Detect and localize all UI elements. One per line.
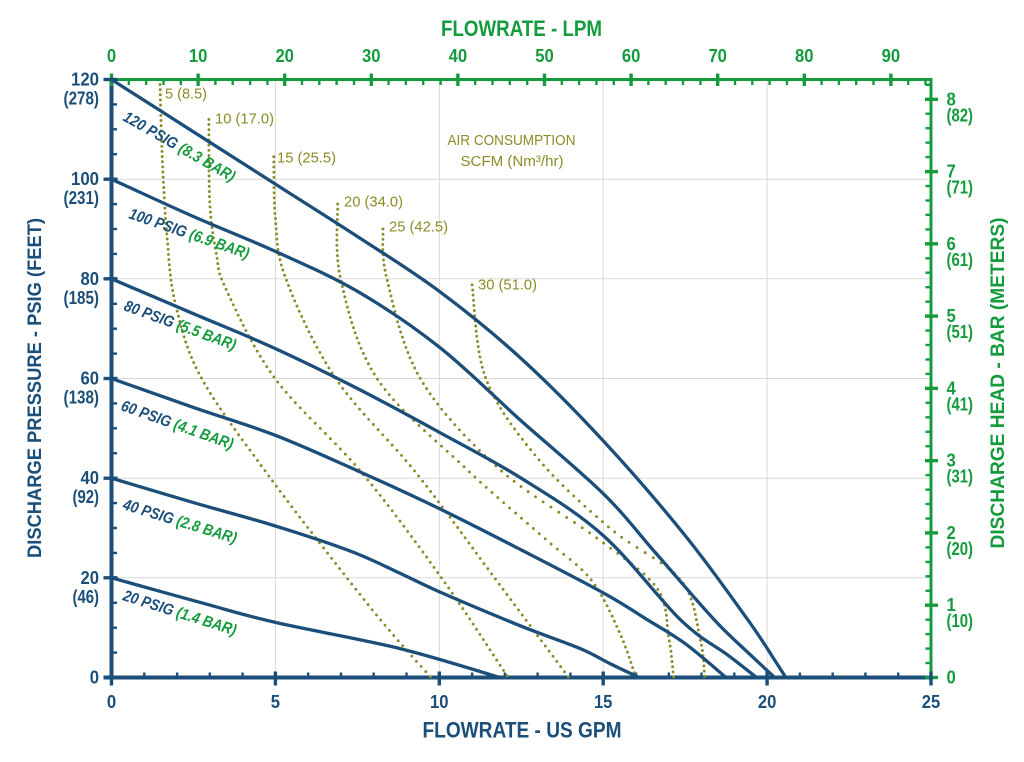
svg-text:2: 2 [947,523,956,543]
svg-text:(20): (20) [947,539,974,559]
svg-text:0: 0 [107,692,116,712]
svg-text:30: 30 [362,46,381,66]
svg-text:90: 90 [882,46,901,66]
svg-text:(278): (278) [64,89,100,109]
svg-text:(138): (138) [64,388,100,408]
svg-text:20: 20 [758,692,777,712]
svg-text:70: 70 [708,46,727,66]
svg-text:10: 10 [430,692,449,712]
svg-text:(231): (231) [64,188,100,208]
svg-text:(31): (31) [947,467,974,487]
svg-text:0: 0 [107,46,116,66]
svg-text:20 (34.0): 20 (34.0) [344,194,403,211]
svg-text:20: 20 [81,568,100,588]
svg-text:6: 6 [947,234,956,254]
svg-text:0: 0 [947,668,956,688]
svg-text:15: 15 [594,692,613,712]
svg-text:4: 4 [947,378,956,398]
svg-text:AIR CONSUMPTION: AIR CONSUMPTION [448,132,576,149]
svg-text:FLOWRATE - LPM: FLOWRATE - LPM [441,16,602,41]
svg-text:5: 5 [271,692,280,712]
svg-text:50: 50 [535,46,554,66]
svg-text:1: 1 [947,595,956,615]
svg-text:40: 40 [81,468,100,488]
svg-text:(185): (185) [64,288,100,308]
svg-text:(46): (46) [73,587,100,607]
svg-text:7: 7 [947,162,956,182]
svg-text:40: 40 [449,46,468,66]
svg-text:100: 100 [71,169,99,189]
svg-text:(71): (71) [947,178,974,198]
svg-text:30 (51.0): 30 (51.0) [478,277,537,294]
svg-text:(92): (92) [73,487,100,507]
svg-text:FLOWRATE - US GPM: FLOWRATE - US GPM [423,718,622,743]
svg-text:120: 120 [71,70,99,90]
svg-text:10: 10 [189,46,208,66]
svg-text:(10): (10) [947,611,974,631]
svg-text:80: 80 [81,269,100,289]
svg-text:SCFM (Nm³/hr): SCFM (Nm³/hr) [461,153,564,170]
svg-text:25: 25 [922,692,941,712]
svg-text:DISCHARGE HEAD - BAR (METERS): DISCHARGE HEAD - BAR (METERS) [988,217,1009,548]
svg-text:(82): (82) [947,105,974,125]
svg-text:(51): (51) [947,322,974,342]
svg-text:0: 0 [90,668,99,688]
svg-text:(41): (41) [947,394,974,414]
svg-text:60: 60 [622,46,641,66]
svg-text:15 (25.5): 15 (25.5) [277,150,336,167]
svg-text:8: 8 [947,89,956,109]
svg-text:80: 80 [795,46,814,66]
svg-text:20: 20 [275,46,294,66]
svg-text:3: 3 [947,451,956,471]
svg-text:25 (42.5): 25 (42.5) [389,219,448,236]
svg-text:DISCHARGE PRESSURE - PSIG (F: DISCHARGE PRESSURE - PSIG (FEET) [25,218,46,558]
svg-text:5 (8.5): 5 (8.5) [165,86,207,103]
svg-text:60: 60 [81,369,100,389]
svg-text:10 (17.0): 10 (17.0) [215,111,274,128]
svg-text:(61): (61) [947,250,974,270]
svg-text:5: 5 [947,306,956,326]
